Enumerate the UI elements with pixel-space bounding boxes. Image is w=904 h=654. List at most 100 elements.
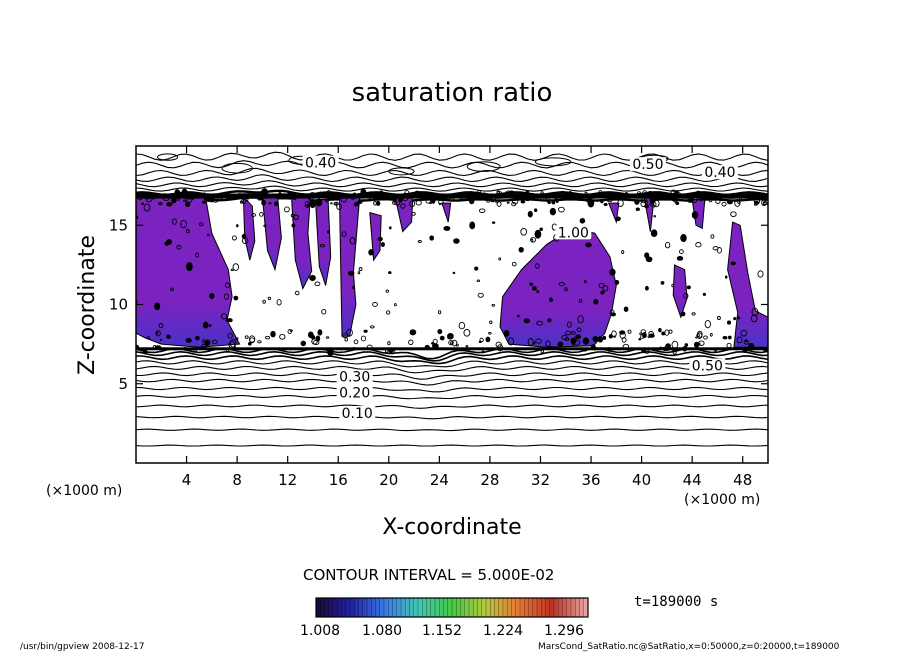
colorbar-tick-label-2: 1.152: [422, 623, 463, 639]
speckle-160: [712, 246, 719, 251]
speckle-346: [263, 224, 267, 228]
contour-labels: 0.10 0.200.30 0.40 0.50 0.40 0.50 1.00: [302, 155, 738, 422]
speckle-506: [623, 306, 629, 312]
colorbar-tick-label-0: 1.008: [300, 623, 341, 639]
speckle-18: [602, 335, 607, 341]
speckle-401: [229, 339, 237, 348]
contour-interval-label: CONTOUR INTERVAL = 5.000E-02: [303, 566, 555, 584]
region-streak-5: [338, 196, 361, 337]
speckle-379: [321, 308, 327, 315]
speckle-309: [593, 298, 599, 305]
speckle-235: [575, 334, 582, 340]
region-streak-1: [242, 195, 256, 261]
speckle-446: [695, 336, 698, 339]
footer-source: MarsCond_SatRatio.nc@SatRatio,x=0:50000,…: [538, 642, 840, 652]
speckle-117: [428, 202, 432, 205]
speckle-515: [171, 197, 177, 204]
speckle-21: [491, 303, 496, 307]
speckle-392: [248, 335, 256, 343]
speckle-339: [649, 202, 653, 206]
contour-line-upper-4: [136, 180, 768, 188]
speckle-367: [203, 198, 207, 201]
speckle-188: [353, 202, 359, 207]
speckle-330: [603, 202, 608, 207]
speckle-238: [289, 329, 293, 332]
speckle-487: [452, 271, 456, 275]
speckle-422: [170, 287, 174, 292]
x-tick-label-10: 44: [683, 471, 702, 489]
speckle-365: [146, 336, 151, 340]
speckle-325: [453, 238, 460, 244]
contour-loop-0: [221, 162, 253, 174]
colorbar-cell-63: [583, 598, 589, 617]
contour-label-bg-4: [629, 157, 666, 172]
speckle-361: [330, 202, 333, 205]
colorbar-cell-33: [456, 598, 461, 617]
speckle-474: [319, 244, 325, 248]
speckle-396: [696, 330, 703, 338]
colorbar-cell-44: [503, 598, 508, 617]
colorbar-cell-20: [401, 598, 406, 617]
speckle-90: [527, 210, 533, 218]
speckle-433: [257, 340, 262, 344]
y-tick-label-1: 10: [109, 296, 128, 314]
speckle-241: [239, 200, 244, 204]
colorbar-cell-59: [566, 598, 572, 617]
speckle-272: [671, 283, 675, 288]
speckle-308: [408, 339, 414, 346]
speckle-120: [479, 337, 484, 343]
colorbar-cell-35: [464, 598, 470, 617]
speckle-67: [520, 227, 528, 236]
speckle-17: [141, 202, 144, 206]
contour-label-6: 0.50: [692, 358, 723, 374]
speckle-478: [637, 191, 641, 194]
speckle-351: [267, 296, 272, 301]
speckle-319: [224, 293, 229, 300]
colorbar-cell-58: [562, 598, 568, 617]
speckle-82: [578, 298, 583, 303]
colorbar-cell-23: [413, 598, 419, 617]
speckle-323: [531, 286, 537, 291]
speckle-119: [585, 242, 592, 248]
region-right-b: [727, 221, 768, 348]
contour-label-1: 0.20: [339, 385, 370, 401]
speckle-169: [557, 341, 564, 347]
speckle-256: [750, 314, 758, 323]
speckle-397: [761, 199, 767, 207]
speckle-417: [536, 290, 540, 294]
speckle-511: [183, 199, 187, 203]
speckle-273: [415, 199, 422, 206]
speckle-131: [251, 213, 256, 217]
speckle-464: [310, 334, 316, 340]
speckle-186: [279, 333, 286, 340]
contour-line-lower-10: [136, 355, 768, 365]
speckle-418: [333, 202, 338, 206]
speckle-347: [498, 257, 502, 261]
speckle-345: [507, 337, 515, 346]
speckle-95: [579, 217, 586, 224]
supersaturation-regions: [136, 195, 768, 348]
speckle-81: [474, 266, 479, 271]
colorbar-cell-62: [579, 598, 585, 617]
colorbar-cell-61: [575, 598, 580, 617]
x-tick-label-11: 48: [733, 471, 752, 489]
contour-line-lower-11: [136, 350, 768, 362]
colorbar-cell-55: [549, 598, 555, 617]
speckle-413: [439, 335, 445, 341]
speckle-362: [468, 197, 475, 205]
speckle-163: [204, 339, 211, 346]
x-tick-label-5: 24: [430, 471, 449, 489]
speckle-356: [489, 320, 493, 325]
speckle-437: [600, 200, 604, 204]
speckle-344: [564, 337, 570, 341]
speckle-518: [259, 211, 264, 217]
colorbar-cell-45: [507, 598, 512, 617]
speckle-469: [314, 281, 321, 287]
speckle-214: [570, 337, 577, 344]
contour-loop-3: [466, 161, 501, 172]
speckle-301: [431, 341, 435, 345]
speckle-342: [610, 312, 617, 317]
colorbar-tick-label-1: 1.080: [362, 623, 403, 639]
contour-line-lower-0: [136, 444, 768, 447]
region-streak-8: [441, 202, 452, 223]
